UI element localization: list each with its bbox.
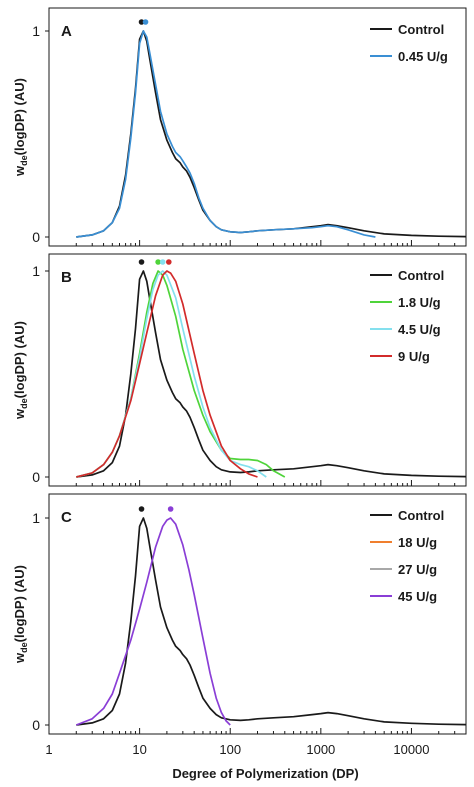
y-axis-label: wde(logDP) (AU): [12, 565, 29, 664]
series-line-1: [76, 30, 376, 238]
panel-letter: B: [61, 269, 72, 286]
peak-marker-0: [138, 19, 145, 25]
peak-marker-1: [155, 259, 161, 265]
x-tick-label: 1: [45, 742, 52, 757]
y-tick-label-1: 1: [32, 23, 40, 39]
series-line-1: [76, 270, 286, 478]
peak-marker-3: [166, 259, 172, 265]
panel-letter: A: [61, 23, 72, 40]
peak-marker-0: [138, 506, 145, 512]
y-tick-label-1: 1: [32, 263, 40, 279]
y-axis-label: wde(logDP) (AU): [12, 321, 29, 420]
x-tick-label: 1000: [306, 742, 335, 757]
legend-label-2: 27 U/g: [398, 562, 437, 577]
plot-frame: [48, 7, 467, 247]
legend-label-0: Control: [398, 22, 444, 37]
peak-marker-2: [159, 259, 166, 265]
legend-label-3: 9 U/g: [398, 349, 430, 364]
series-line-0: [76, 270, 467, 478]
legend-label-1: 1.8 U/g: [398, 295, 441, 310]
peak-marker-1: [142, 19, 149, 25]
x-tick-label: 10000: [393, 742, 429, 757]
series-line-3: [75, 517, 231, 726]
panel-b: 0 1 wde(logDP) (AU) B Control 1.8 U/g 4.5 U/g 9…: [12, 253, 467, 487]
legend-label-1: 0.45 U/g: [398, 49, 448, 64]
x-tick-label: 10: [132, 742, 146, 757]
y-tick-label-0: 0: [32, 229, 40, 245]
legend-label-3: 45 U/g: [398, 589, 437, 604]
legend-label-2: 4.5 U/g: [398, 322, 441, 337]
peak-marker-3: [167, 506, 174, 512]
series-line-0: [76, 517, 467, 726]
panel-letter: C: [61, 509, 72, 526]
peak-marker-0: [138, 259, 145, 265]
legend-label-0: Control: [398, 508, 444, 523]
series-line-3: [76, 270, 258, 478]
y-tick-label-1: 1: [32, 510, 40, 526]
y-tick-label-0: 0: [32, 717, 40, 733]
plot-frame: [48, 253, 467, 487]
legend-label-0: Control: [398, 268, 444, 283]
legend-label-1: 18 U/g: [398, 535, 437, 550]
y-axis-label: wde(logDP) (AU): [12, 78, 29, 177]
y-tick-label-0: 0: [32, 469, 40, 485]
x-tick-label: 100: [219, 742, 241, 757]
plot-frame: [48, 493, 467, 735]
panel-a: 0 1 wde(logDP) (AU) A Control 0.45 U/g: [12, 7, 467, 247]
x-axis-label: Degree of Polymerization (DP): [172, 766, 358, 781]
